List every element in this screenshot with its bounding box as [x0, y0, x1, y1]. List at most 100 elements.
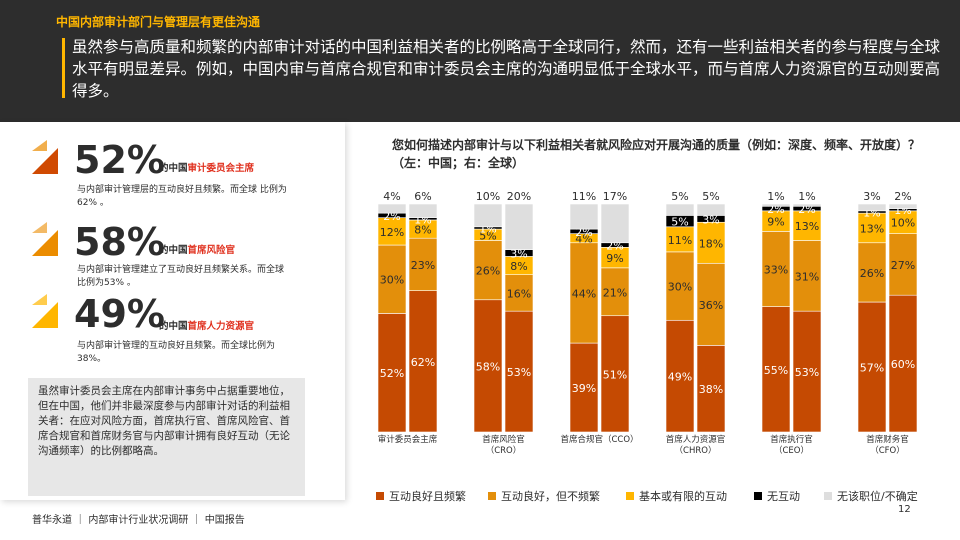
data-label: 9% [606, 252, 623, 265]
triangles-icon [32, 294, 58, 328]
data-label: 3% [510, 248, 527, 261]
category-label: 审计委员会主席 [378, 434, 438, 445]
data-label: 26% [476, 265, 500, 278]
chart-title: 您如何描述内部审计与以下利益相关者就风险应对开展沟通的质量（例如：深度、频率、开… [392, 138, 921, 170]
data-label-top: 17% [603, 190, 627, 203]
data-label: 58% [476, 360, 500, 373]
stat-label: 的中国首席人力资源官 [159, 318, 254, 332]
data-label-top: 4% [383, 190, 400, 203]
data-label-top: 20% [507, 190, 531, 203]
legend-swatch [626, 492, 634, 500]
data-label: 51% [603, 368, 627, 381]
bar-segment [504, 274, 534, 312]
bar-segment [761, 231, 791, 307]
data-label: 4% [575, 233, 592, 246]
data-label-top: 5% [671, 190, 688, 203]
bar-segment [761, 306, 791, 433]
note-box: 虽然审计委员会主席在内部审计事务中占据重要地位，但在中国，他们并非最深度参与内部… [28, 378, 305, 496]
data-label: 5% [479, 229, 496, 242]
data-label: 62% [411, 356, 435, 369]
stat-label: 的中国审计委员会主席 [159, 160, 254, 174]
category-label: 首席执行官 [770, 434, 813, 445]
bar-segment [857, 212, 887, 244]
legend-label: 互动良好且频繁 [389, 490, 466, 503]
data-label: 38% [699, 383, 723, 396]
legend-label: 无该职位/不确定 [837, 490, 918, 503]
legend-label: 互动良好，但不频繁 [501, 490, 600, 503]
bar-segment [665, 319, 695, 433]
bar-segment [696, 203, 726, 216]
stat-prefix: 的中国 [159, 321, 188, 332]
accent-bar [62, 38, 65, 98]
bar-segment [857, 242, 887, 303]
legend-label: 无互动 [767, 490, 800, 503]
legend-item: 互动良好且频繁 [376, 488, 466, 504]
data-label: 33% [764, 263, 788, 276]
bar-segment [792, 210, 822, 241]
bar-segment [761, 203, 791, 207]
category-label: 首席财务官 [866, 434, 909, 445]
legend-label: 基本或有限的互动 [639, 490, 727, 503]
stat-role: 审计委员会主席 [187, 163, 255, 174]
data-label-top: 3% [863, 190, 880, 203]
header-band: 中国内部审计部门与管理层有更佳沟通 虽然参与高质量和频繁的内部审计对话的中国利益… [0, 0, 960, 122]
legend-swatch [754, 492, 762, 500]
data-label: 57% [860, 362, 884, 375]
data-label: 36% [699, 299, 723, 312]
bar-segment [888, 203, 918, 209]
category-label: 首席风险官 [482, 434, 525, 445]
data-label: 8% [414, 224, 431, 237]
category-label: 首席合规官（CCO） [560, 434, 638, 445]
bar-segment [504, 203, 534, 250]
legend-item: 互动良好，但不频繁 [488, 488, 600, 504]
chart-legend: 互动良好且频繁 互动良好，但不频繁 基本或有限的互动 无互动 无该职位/不确定 [376, 488, 946, 504]
bar-segment [377, 203, 407, 214]
data-label-top: 2% [894, 190, 911, 203]
bar-segment [665, 203, 695, 216]
bar-segment [600, 315, 630, 433]
bar-segment [888, 294, 918, 433]
bar-segment [696, 345, 726, 433]
data-label: 30% [380, 274, 404, 287]
data-label: 55% [764, 364, 788, 377]
bar-segment [504, 310, 534, 433]
bar-segment [792, 310, 822, 433]
data-label: 21% [603, 286, 627, 299]
data-label: 44% [572, 287, 596, 300]
data-label: 30% [668, 281, 692, 294]
data-label: 23% [411, 259, 435, 272]
bar-segment [857, 203, 887, 212]
data-label: 31% [795, 270, 819, 283]
bar-segment [408, 237, 438, 291]
page-number: 12 [898, 504, 911, 515]
category-label: （CFO） [870, 445, 905, 456]
bar-segment [473, 240, 503, 301]
stat-description: 与内部审计管理层的互动良好且频繁。而全球 比例为62% 。 [77, 185, 287, 208]
legend-swatch [488, 492, 496, 500]
legend-item: 无互动 [754, 488, 800, 504]
section-kicker: 中国内部审计部门与管理层有更佳沟通 [56, 15, 261, 29]
stat-percent: 58% [74, 220, 165, 264]
data-label: 11% [668, 234, 692, 247]
lede-text: 虽然参与高质量和频繁的内部审计对话的中国利益相关者的比例略高于全球同行，然而，还… [72, 38, 941, 100]
bar-segment [665, 226, 695, 253]
data-label: 3% [702, 213, 719, 226]
data-label: 13% [860, 222, 884, 235]
data-label: 60% [891, 358, 915, 371]
bar-segment [569, 203, 599, 230]
data-label-top: 10% [476, 190, 500, 203]
stat-role: 首席人力资源官 [187, 321, 255, 332]
footer-text: 普华永道 ｜ 内部审计行业状况调研 ｜ 中国报告 [32, 515, 245, 526]
bar-segment [792, 203, 822, 207]
data-label: 52% [380, 367, 404, 380]
stat-prefix: 的中国 [159, 245, 188, 256]
data-label: 53% [507, 366, 531, 379]
bar-segment [569, 242, 599, 344]
data-label: 27% [891, 259, 915, 272]
bar-segment [600, 203, 630, 244]
data-label: 13% [795, 220, 819, 233]
category-label: （CRO） [486, 445, 522, 456]
bar-segment [857, 301, 887, 433]
stacked-bar-chart: 52% 30% 12% 2% 4% 62% 23% 8% 1% 6% 审计委员会主席 58% 26% 5%… [377, 190, 918, 456]
data-label: 9% [767, 216, 784, 229]
